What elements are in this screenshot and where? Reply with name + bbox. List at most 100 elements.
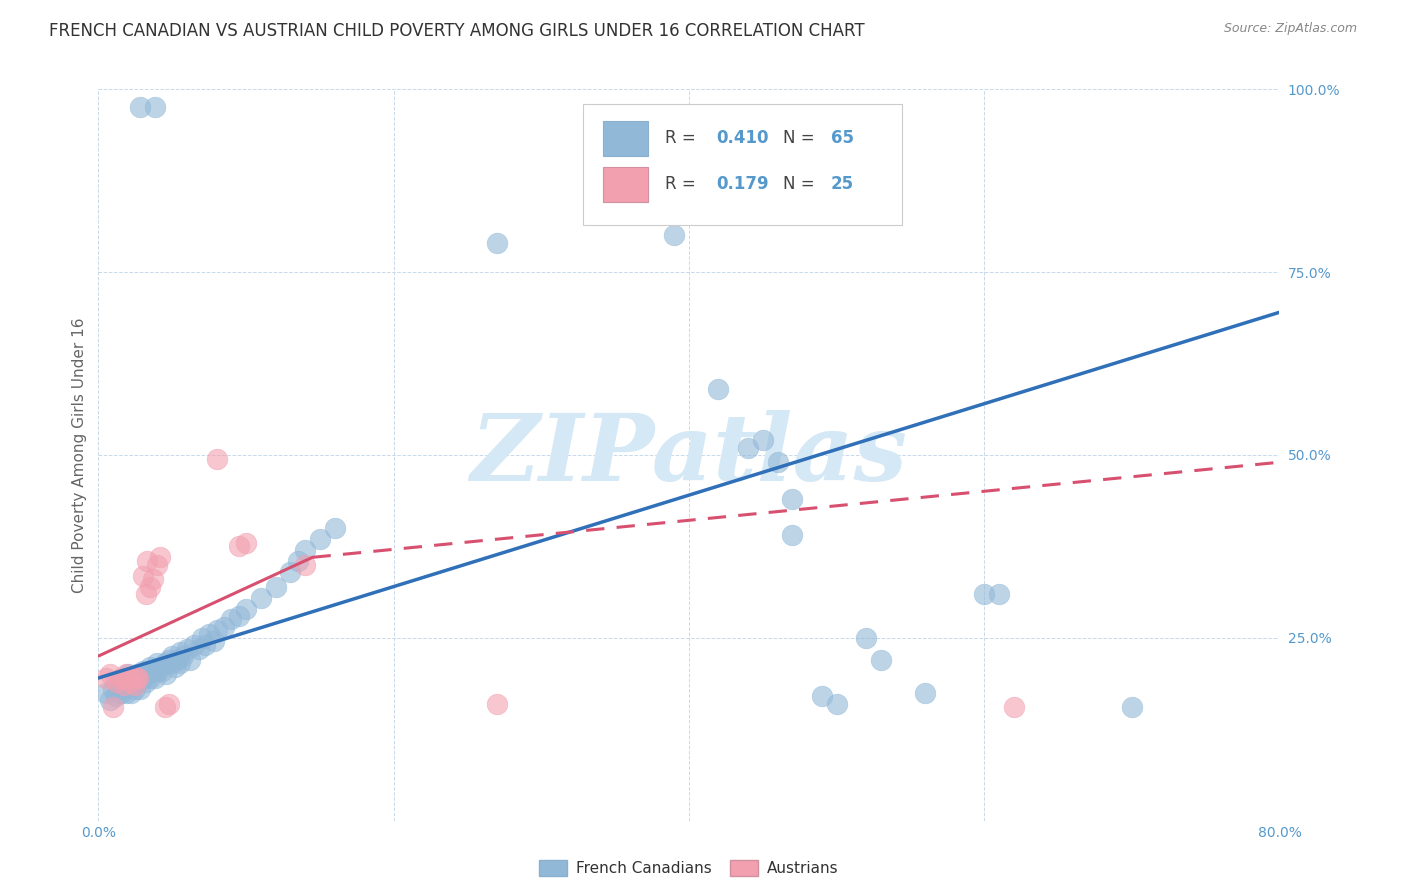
Point xyxy=(124,681,146,696)
Point xyxy=(135,587,157,601)
Point xyxy=(914,686,936,700)
Point xyxy=(162,657,183,671)
Point xyxy=(125,671,148,685)
Point xyxy=(751,434,773,448)
Point xyxy=(124,674,146,689)
Point xyxy=(128,101,150,115)
Point xyxy=(169,657,191,671)
Point xyxy=(169,645,191,659)
Text: N =: N = xyxy=(783,129,820,147)
Point xyxy=(132,568,155,582)
Text: 0.410: 0.410 xyxy=(716,129,769,147)
Point xyxy=(105,690,128,704)
Point xyxy=(309,532,332,546)
Point xyxy=(94,671,117,685)
Point xyxy=(124,678,146,692)
Point xyxy=(142,572,165,586)
Point xyxy=(146,558,169,572)
Point xyxy=(114,674,136,689)
Point xyxy=(323,521,346,535)
Point xyxy=(98,667,121,681)
Point xyxy=(194,638,217,652)
Point xyxy=(1121,700,1143,714)
Point xyxy=(150,664,173,678)
Point xyxy=(117,678,139,692)
Point xyxy=(294,558,316,572)
Point xyxy=(112,678,135,692)
Point xyxy=(117,671,139,685)
Point xyxy=(235,535,257,549)
Point xyxy=(146,664,169,678)
Text: 25: 25 xyxy=(831,176,853,194)
Point xyxy=(176,641,198,656)
Point xyxy=(142,664,165,678)
Point xyxy=(782,528,804,542)
Point xyxy=(120,678,142,692)
Point xyxy=(112,681,135,696)
Point xyxy=(187,641,209,656)
Point xyxy=(136,554,159,568)
Point xyxy=(110,686,132,700)
Point xyxy=(202,634,225,648)
Point xyxy=(120,674,142,689)
Point xyxy=(157,653,180,667)
Point xyxy=(228,539,250,553)
Point xyxy=(135,674,157,689)
Text: 65: 65 xyxy=(831,129,853,147)
Point xyxy=(198,627,221,641)
Point xyxy=(127,674,149,689)
Point xyxy=(855,631,877,645)
Point xyxy=(110,674,132,689)
Point xyxy=(264,580,287,594)
Point xyxy=(1002,700,1025,714)
Point xyxy=(664,228,686,243)
Point xyxy=(98,693,121,707)
Point xyxy=(139,671,162,685)
Point xyxy=(94,686,117,700)
Point xyxy=(278,565,302,579)
Text: N =: N = xyxy=(783,176,820,194)
Point xyxy=(132,671,155,685)
Text: Source: ZipAtlas.com: Source: ZipAtlas.com xyxy=(1223,22,1357,36)
Point xyxy=(810,690,832,704)
Point xyxy=(869,653,891,667)
Point xyxy=(143,101,166,115)
Point xyxy=(122,671,145,685)
Point xyxy=(219,613,242,627)
Point xyxy=(183,638,205,652)
Point xyxy=(205,624,228,638)
Point xyxy=(155,667,177,681)
Point xyxy=(165,660,187,674)
Point xyxy=(162,649,183,664)
Point xyxy=(143,671,166,685)
Point xyxy=(128,681,150,696)
Point xyxy=(139,580,162,594)
Point xyxy=(115,686,138,700)
Point xyxy=(115,667,138,681)
FancyBboxPatch shape xyxy=(582,103,901,225)
Point xyxy=(132,664,155,678)
Point xyxy=(121,671,143,685)
Point xyxy=(191,631,214,645)
Text: R =: R = xyxy=(665,129,702,147)
Point xyxy=(287,554,309,568)
Point xyxy=(212,620,235,634)
Point xyxy=(103,700,125,714)
Point xyxy=(107,678,129,692)
Point xyxy=(114,671,136,685)
Point xyxy=(782,491,804,506)
Point xyxy=(486,235,509,250)
Bar xyxy=(603,120,648,156)
Text: FRENCH CANADIAN VS AUSTRIAN CHILD POVERTY AMONG GIRLS UNDER 16 CORRELATION CHART: FRENCH CANADIAN VS AUSTRIAN CHILD POVERT… xyxy=(49,22,865,40)
Text: 0.179: 0.179 xyxy=(716,176,769,194)
Point xyxy=(228,608,250,623)
Point xyxy=(179,653,201,667)
Point xyxy=(117,667,139,681)
Point xyxy=(139,660,162,674)
Point xyxy=(136,667,159,681)
Point xyxy=(707,382,730,396)
Point xyxy=(172,649,194,664)
Point xyxy=(486,697,509,711)
Point xyxy=(105,674,128,689)
Point xyxy=(157,697,180,711)
